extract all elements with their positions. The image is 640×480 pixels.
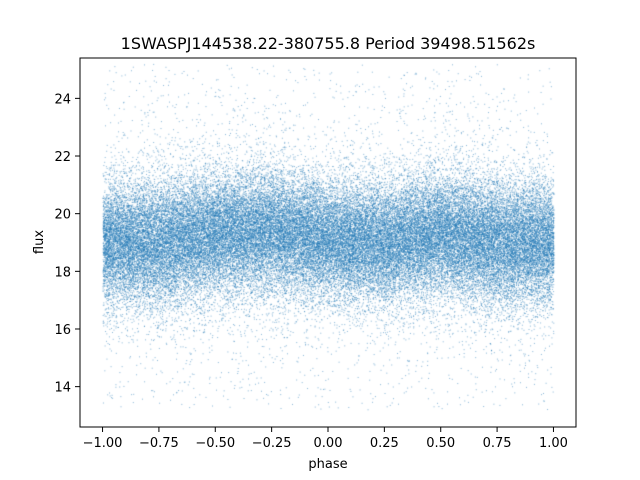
x-tick-label: −0.75 <box>139 436 179 451</box>
y-tick-label: 22 <box>54 150 71 165</box>
x-tick-label: 1.00 <box>539 436 568 451</box>
x-tick-label: −1.00 <box>83 436 123 451</box>
x-tick-label: −0.50 <box>195 436 235 451</box>
x-tick-label: 0.50 <box>426 436 455 451</box>
x-axis-label: phase <box>308 457 347 472</box>
chart-title: 1SWASPJ144538.22-380755.8 Period 39498.5… <box>121 34 536 53</box>
y-axis: 14 16 18 20 22 24 <box>54 92 80 396</box>
scatter-point-cloud <box>80 58 576 427</box>
x-tick-label: 0.25 <box>370 436 399 451</box>
y-tick-label: 14 <box>54 381 71 396</box>
x-axis: −1.00 −0.75 −0.50 −0.25 0.00 0.25 0.50 0.75 1.00 <box>83 427 568 451</box>
y-axis-label: flux <box>32 230 47 254</box>
y-tick-label: 18 <box>54 265 71 280</box>
y-tick-label: 16 <box>54 323 71 338</box>
y-tick-label: 20 <box>54 208 71 223</box>
x-tick-label: 0.75 <box>483 436 512 451</box>
x-tick-label: −0.25 <box>252 436 292 451</box>
x-tick-label: 0.00 <box>314 436 343 451</box>
y-tick-label: 24 <box>54 92 71 107</box>
scatter-points <box>80 58 576 427</box>
